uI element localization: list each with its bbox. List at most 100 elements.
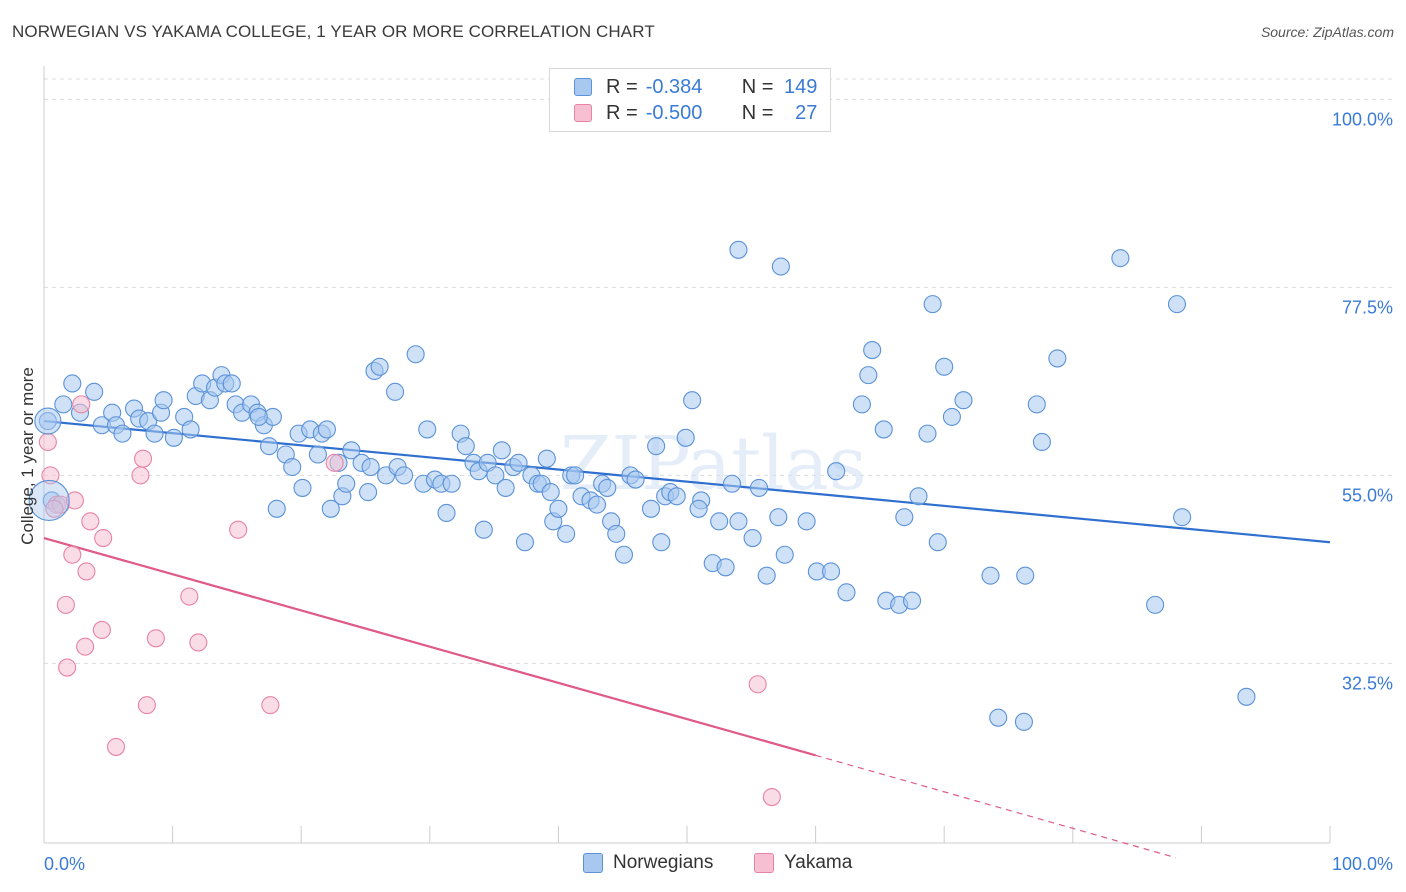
point-norwegians [614,545,634,564]
point-norwegians [716,558,735,577]
point-norwegians [85,382,104,401]
legend-r-value: -0.384 [645,75,703,98]
point-norwegians [981,566,1000,585]
point-norwegians [557,524,576,543]
trend-line-yakama [43,536,816,757]
point-norwegians [743,528,762,548]
point-norwegians [954,391,973,410]
point-norwegians [293,478,312,497]
point-norwegians-large [34,407,62,435]
point-norwegians [181,420,200,439]
y-tick-label: 77.5% [1342,297,1393,317]
series-label-norwegians: Norwegians [613,852,714,873]
point-norwegians [942,407,961,426]
legend-n-label: N = [741,101,774,124]
series-swatch-norwegians [583,853,603,873]
point-norwegians [1027,395,1046,414]
source-label: Source: ZipAtlas.com [1260,24,1394,40]
point-norwegians [902,591,922,610]
point-norwegians [729,240,748,259]
point-norwegians [923,295,942,314]
point-norwegians [145,424,164,443]
point-norwegians [456,437,475,456]
point-norwegians [54,395,73,414]
point-norwegians [509,453,528,472]
point-yakama [762,787,781,807]
chart-title: NORWEGIAN VS YAKAMA COLLEGE, 1 YEAR OR M… [12,22,655,41]
point-norwegians [771,257,790,276]
point-norwegians [626,470,645,489]
point-norwegians [1111,249,1130,268]
point-norwegians [259,437,279,456]
legend: R = -0.384 N = 149 R = -0.500 N = 27 [549,68,831,132]
point-norwegians [1014,712,1033,731]
point-norwegians [406,345,425,364]
point-norwegians [918,424,937,443]
legend-swatch-norwegians [574,78,592,96]
point-norwegians [308,445,327,464]
point-norwegians [1146,595,1165,614]
point-norwegians [652,533,671,552]
point-norwegians [874,420,893,439]
point-norwegians [515,533,535,552]
point-yakama [94,528,113,548]
point-norwegians-large [28,479,70,522]
point-yakama [106,737,126,756]
trend-lines [43,419,1331,859]
legend-n-value: 149 [784,75,818,98]
point-norwegians [361,457,380,477]
legend-n-value: 27 [795,101,818,124]
point-yakama [180,587,199,606]
point-norwegians [769,508,788,527]
point-norwegians [486,466,505,485]
point-norwegians [683,391,702,410]
point-yakama [92,620,111,640]
point-norwegians [647,437,666,456]
series-legend: Norwegians Yakama [0,852,1406,878]
legend-row-norwegians: R = -0.384 N = 149 [574,74,817,100]
point-norwegians [113,424,132,443]
point-norwegians [395,466,414,485]
point-yakama [146,629,165,648]
point-yakama [63,545,82,564]
series-label-yakama: Yakama [784,852,853,873]
point-yakama [133,449,153,468]
point-norwegians [909,487,928,506]
point-norwegians [895,508,914,527]
point-norwegians [852,395,871,414]
point-norwegians [222,374,241,393]
point-yakama [76,637,95,656]
data-points [28,240,1256,807]
point-norwegians [837,583,856,602]
point-norwegians [667,487,686,506]
point-yakama [38,432,57,452]
point-norwegians [342,441,361,460]
trend-line-yakama-extension [815,754,1176,859]
point-norwegians [1237,687,1256,706]
point-yakama [131,466,150,485]
point-norwegians [541,483,560,502]
point-norwegians [386,382,405,401]
series-swatch-yakama [754,853,774,873]
point-yakama [189,633,208,652]
point-yakama [229,520,248,539]
point-norwegians [928,533,947,552]
legend-n-label: N = [741,75,774,98]
point-norwegians [641,499,661,518]
x-tick-label: 100.0% [1332,854,1393,874]
point-norwegians [370,357,389,376]
point-norwegians [757,566,776,585]
point-norwegians [689,499,708,518]
point-norwegians [598,478,617,497]
point-norwegians [549,499,568,518]
point-norwegians [337,474,356,493]
point-norwegians [442,474,461,493]
point-norwegians [749,478,769,497]
point-norwegians [935,357,954,376]
point-norwegians [710,512,729,531]
point-norwegians [1048,349,1067,368]
point-norwegians [1167,295,1187,314]
legend-r-label: R = [606,75,638,98]
x-tick-label: 0.0% [44,854,85,874]
point-norwegians [797,512,816,531]
